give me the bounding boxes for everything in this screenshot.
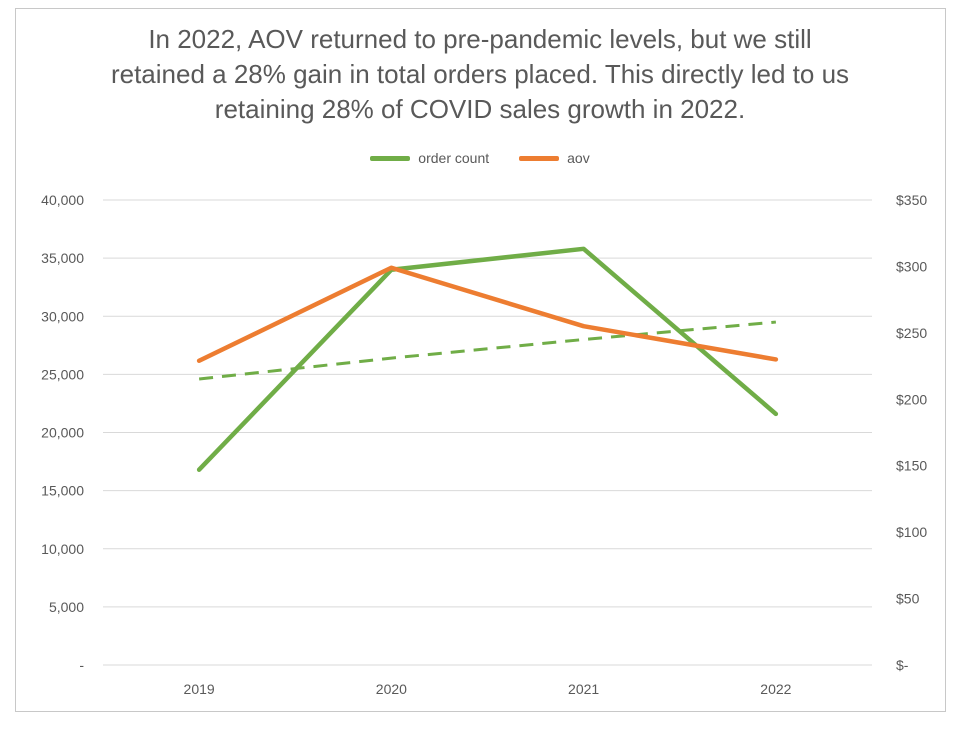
y-right-tick-label: $350 [896,192,927,208]
y-left-tick-label: - [79,657,84,673]
legend-label-order-count: order count [418,150,490,166]
series-line-aov [196,265,779,364]
title-line-2: retained a 28% gain in total orders plac… [110,59,850,89]
x-tick-label: 2021 [568,681,599,697]
y-left-tick-label: 35,000 [41,250,84,266]
y-left-tick-label: 25,000 [41,366,84,382]
y-left-tick-label: 40,000 [41,192,84,208]
y-right-tick-label: $150 [896,458,927,474]
y-left-tick-label: 30,000 [41,308,84,324]
legend-item-order-count: order count [370,150,489,166]
y-left-tick-label: 5,000 [49,599,84,615]
series-line-order-count [196,246,779,472]
chart-frame [15,8,946,712]
chart-title: In 2022, AOV returned to pre-pandemic le… [40,22,920,127]
legend-label-aov: aov [567,150,590,166]
y-right-tick-label: $300 [896,258,927,274]
y-left-tick-label: 20,000 [41,425,84,441]
y-right-tick-label: $100 [896,524,927,540]
legend-swatch-aov [519,155,560,161]
y-right-tick-label: $- [896,657,909,673]
y-left-tick-label: 15,000 [41,483,84,499]
x-tick-label: 2019 [184,681,215,697]
y-right-tick-label: $200 [896,391,927,407]
y-right-tick-label: $250 [896,325,927,341]
y-right-tick-label: $50 [896,591,920,607]
title-line-1: In 2022, AOV returned to pre-pandemic le… [148,24,812,54]
legend: order count aov [0,150,960,166]
x-tick-label: 2020 [376,681,407,697]
trendline-order-count [198,320,777,381]
legend-swatch-order-count [370,155,411,161]
y-left-tick-label: 10,000 [41,541,84,557]
title-line-3: retaining 28% of COVID sales growth in 2… [214,94,746,124]
x-tick-label: 2022 [760,681,791,697]
legend-item-aov: aov [519,150,590,166]
